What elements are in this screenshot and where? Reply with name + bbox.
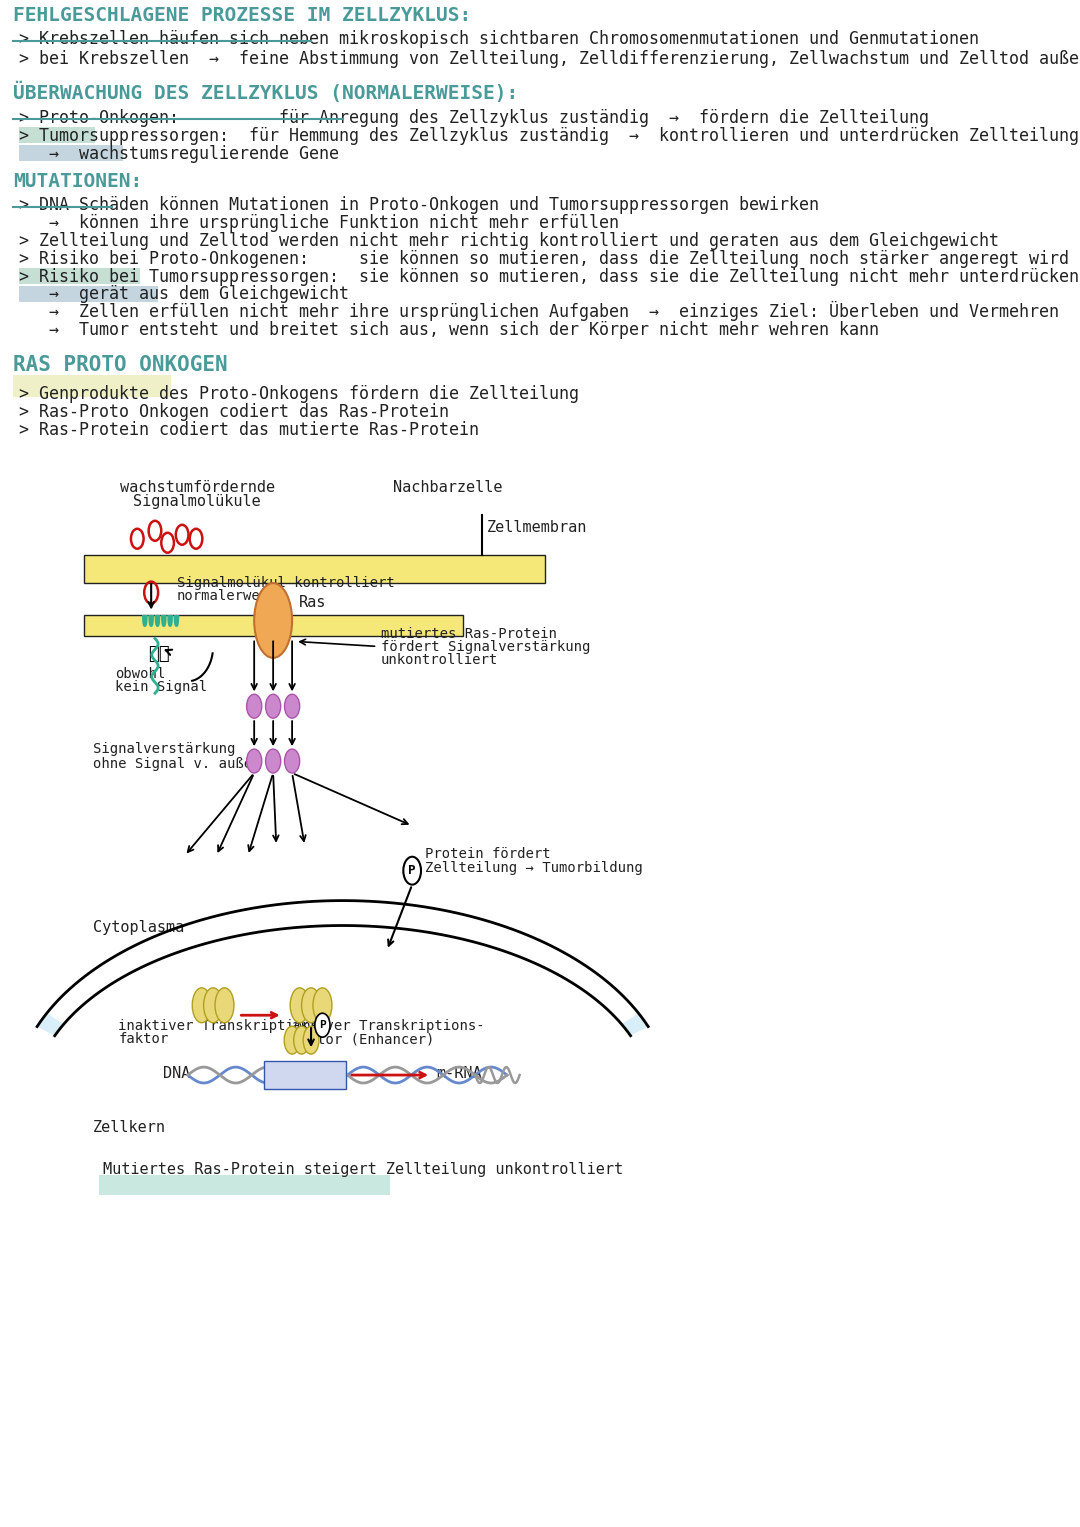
- Text: > Proto-Onkogen:          für Anregung des Zellzyklus zuständig  →  fördern die : > Proto-Onkogen: für Anregung des Zellzy…: [19, 108, 929, 127]
- Text: →  Tumor entsteht und breitet sich aus, wenn sich der Körper nicht mehr wehren k: → Tumor entsteht und breitet sich aus, w…: [19, 321, 879, 339]
- Text: normalerweise: normalerweise: [177, 588, 286, 603]
- Text: →  Zellen erfüllen nicht mehr ihre ursprünglichen Aufgaben  →  einziges Ziel: Üb: → Zellen erfüllen nicht mehr ihre ursprü…: [19, 301, 1059, 322]
- Text: DNA: DNA: [162, 1066, 190, 1081]
- Text: Zellmembran: Zellmembran: [487, 519, 588, 534]
- Circle shape: [246, 695, 261, 718]
- Text: > Zellteilung und Zelltod werden nicht mehr richtig kontrolliert und geraten aus: > Zellteilung und Zelltod werden nicht m…: [19, 232, 999, 250]
- Polygon shape: [622, 1014, 648, 1035]
- Ellipse shape: [254, 583, 292, 658]
- Text: fördert Signalverstärkung: fördert Signalverstärkung: [380, 640, 590, 655]
- Ellipse shape: [192, 988, 212, 1023]
- Ellipse shape: [301, 988, 321, 1023]
- Text: Cytoplasma: Cytoplasma: [93, 921, 185, 936]
- Ellipse shape: [284, 1026, 300, 1054]
- Text: > Krebszellen häufen sich neben mikroskopisch sichtbaren Chromosomenmutationen u: > Krebszellen häufen sich neben mikrosko…: [19, 31, 980, 49]
- Text: faktor (Enhancer): faktor (Enhancer): [292, 1032, 434, 1046]
- Circle shape: [315, 1014, 330, 1037]
- Text: obwohl: obwohl: [116, 667, 165, 681]
- Text: P: P: [408, 864, 416, 876]
- Text: ⁄⁄: ⁄⁄: [149, 646, 171, 663]
- Text: →  können ihre ursprüngliche Funktion nicht mehr erfüllen: → können ihre ursprüngliche Funktion nic…: [19, 214, 619, 232]
- Text: Zellkern: Zellkern: [93, 1119, 166, 1135]
- Text: > bei Krebszellen  →  feine Abstimmung von Zellteilung, Zelldifferenzierung, Zel: > bei Krebszellen → feine Abstimmung von…: [19, 50, 1080, 69]
- Bar: [13, 376, 171, 397]
- Text: > Risiko bei Proto-Onkogenen:     sie können so mutieren, dass die Zellteilung n: > Risiko bei Proto-Onkogenen: sie können…: [19, 249, 1069, 267]
- Text: ohne Signal v. außen: ohne Signal v. außen: [93, 757, 260, 771]
- Text: > Tumorsuppressorgen:  für Hemmung des Zellzyklus zuständig  →  kontrollieren un: > Tumorsuppressorgen: für Hemmung des Ze…: [19, 127, 1080, 145]
- Text: mutiertes Ras-Protein: mutiertes Ras-Protein: [380, 628, 556, 641]
- Text: > Ras-Proto Onkogen codiert das Ras-Protein: > Ras-Proto Onkogen codiert das Ras-Prot…: [19, 403, 449, 421]
- Text: RAS PROTO ONKOGEN: RAS PROTO ONKOGEN: [13, 356, 228, 376]
- Text: →  wachstumsregulierende Gene: → wachstumsregulierende Gene: [19, 145, 339, 163]
- Bar: [19, 286, 158, 301]
- Circle shape: [284, 750, 299, 773]
- Bar: [83, 614, 462, 637]
- Text: unkontrolliert: unkontrolliert: [380, 654, 498, 667]
- Text: MUTATIONEN:: MUTATIONEN:: [13, 173, 141, 191]
- Bar: [19, 127, 95, 144]
- Circle shape: [246, 750, 261, 773]
- Text: Protein fördert: Protein fördert: [424, 847, 551, 861]
- Text: Zellteilung → Tumorbildung: Zellteilung → Tumorbildung: [424, 861, 643, 875]
- Text: > Ras-Protein codiert das mutierte Ras-Protein: > Ras-Protein codiert das mutierte Ras-P…: [19, 421, 480, 440]
- Ellipse shape: [294, 1026, 310, 1054]
- Text: P: P: [319, 1020, 326, 1031]
- Text: Signalmolükule: Signalmolükule: [134, 493, 261, 508]
- Circle shape: [266, 750, 281, 773]
- Text: Signalverstärkung: Signalverstärkung: [93, 742, 235, 756]
- Text: Gen: Gen: [297, 1078, 324, 1093]
- Ellipse shape: [204, 988, 222, 1023]
- Text: Signalmolükul kontrolliert: Signalmolükul kontrolliert: [177, 576, 395, 589]
- Text: m-RNA: m-RNA: [436, 1066, 482, 1081]
- Circle shape: [266, 695, 281, 718]
- Text: > DNA Schäden können Mutationen in Proto-Onkogen und Tumorsuppressorgen bewirken: > DNA Schäden können Mutationen in Proto…: [19, 195, 819, 214]
- Ellipse shape: [291, 988, 309, 1023]
- Ellipse shape: [313, 988, 332, 1023]
- Text: Mutiertes Ras-Protein steigert Zellteilung unkontrolliert: Mutiertes Ras-Protein steigert Zellteilu…: [103, 1162, 623, 1177]
- Polygon shape: [37, 1014, 64, 1035]
- Text: faktor: faktor: [119, 1032, 168, 1046]
- Text: inaktiver Transkriptions-: inaktiver Transkriptions-: [119, 1019, 327, 1034]
- Text: aktiver Transkriptions-: aktiver Transkriptions-: [292, 1019, 485, 1034]
- Text: Ras: Ras: [298, 594, 326, 609]
- Text: > Genprodukte des Proto-Onkogens fördern die Zellteilung: > Genprodukte des Proto-Onkogens fördern…: [19, 385, 579, 403]
- Text: wachstumfördernde: wachstumfördernde: [120, 479, 275, 495]
- Text: →  gerät aus dem Gleichgewicht: → gerät aus dem Gleichgewicht: [19, 286, 349, 304]
- Bar: [264, 1061, 346, 1089]
- Circle shape: [403, 857, 421, 884]
- Bar: [19, 267, 140, 284]
- Text: Nachbarzelle: Nachbarzelle: [393, 479, 502, 495]
- Bar: [83, 554, 545, 583]
- Bar: [19, 145, 123, 160]
- Circle shape: [284, 695, 299, 718]
- Text: kein Signal: kein Signal: [116, 680, 207, 695]
- Ellipse shape: [215, 988, 234, 1023]
- Text: > Risiko bei Tumorsuppressorgen:  sie können so mutieren, dass sie die Zellteilu: > Risiko bei Tumorsuppressorgen: sie kön…: [19, 267, 1080, 286]
- Bar: [99, 1174, 390, 1194]
- Ellipse shape: [303, 1026, 319, 1054]
- Text: ÜBERWACHUNG DES ZELLZYKLUS (NORMALERWEISE):: ÜBERWACHUNG DES ZELLZYKLUS (NORMALERWEIS…: [13, 82, 518, 104]
- Text: FEHLGESCHLAGENE PROZESSE IM ZELLZYKLUS:: FEHLGESCHLAGENE PROZESSE IM ZELLZYKLUS:: [13, 6, 471, 26]
